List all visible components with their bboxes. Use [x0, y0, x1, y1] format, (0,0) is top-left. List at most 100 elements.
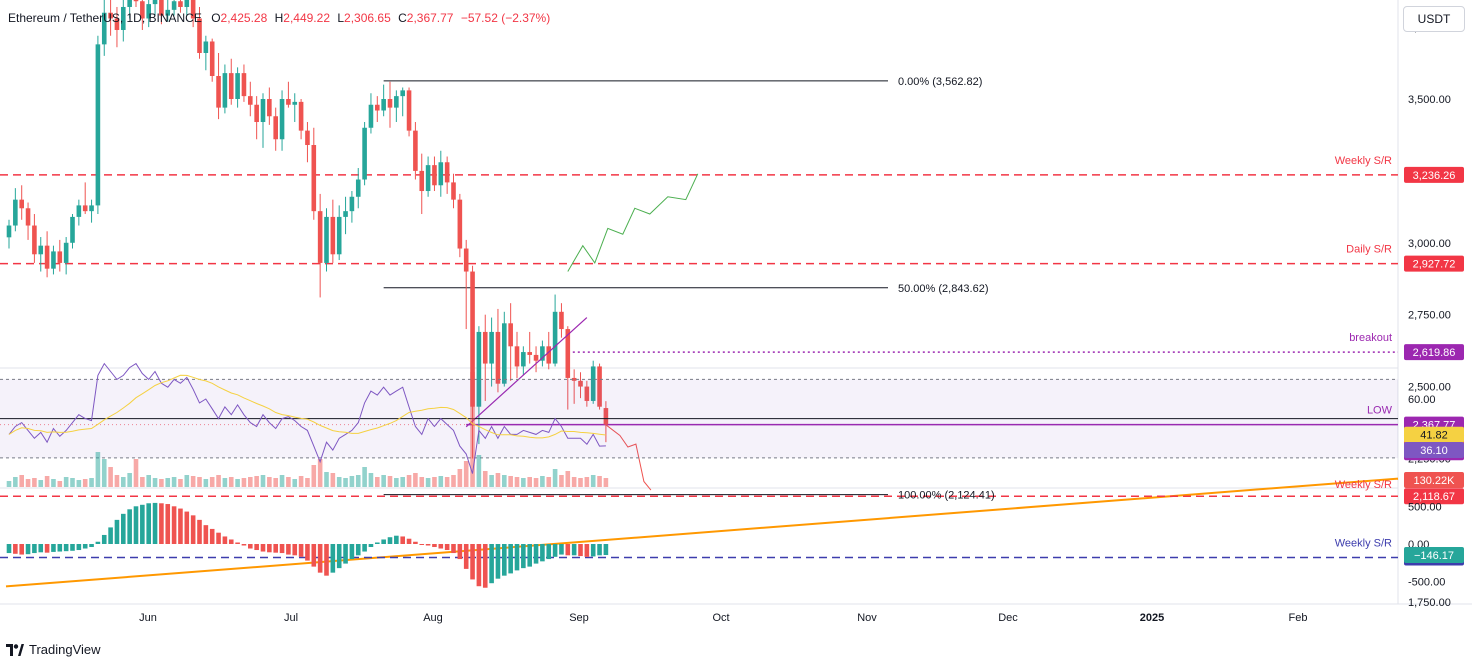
volume-bar [381, 475, 386, 487]
rsi-ma-tag-bg [1404, 426, 1464, 443]
volume-bar [597, 476, 602, 487]
candle-body [413, 130, 418, 171]
levels-layer: Weekly S/R Daily S/R breakout LOW Weekly S/R… [0, 155, 1399, 588]
volume-bar [521, 478, 526, 487]
tradingview-logo[interactable]: TradingView [6, 642, 101, 657]
volume-bar [44, 476, 50, 487]
candle-body [241, 73, 247, 97]
volume-bar [476, 455, 482, 487]
candle-body [559, 311, 564, 330]
volume-bar [336, 477, 342, 487]
ao-bar [63, 544, 69, 552]
volume-bar [222, 478, 228, 487]
volume-bar [330, 473, 336, 487]
low-label: L [337, 11, 345, 25]
candle-body [203, 41, 209, 53]
volume-tag-bg [1404, 472, 1464, 488]
candle-body [121, 6, 126, 30]
candle-body [146, 4, 151, 19]
grid-layer [0, 0, 1472, 605]
ao-bar [171, 506, 177, 544]
currency-button[interactable]: USDT [1403, 6, 1465, 32]
candle-body [70, 216, 75, 243]
volume-bar [355, 475, 361, 487]
ao-bar [70, 544, 75, 551]
candle-body [527, 352, 532, 355]
volume-bar [101, 459, 107, 487]
ao-bar [82, 544, 88, 549]
ao-bar [311, 544, 317, 567]
candle-body [343, 211, 348, 217]
volume-bar [95, 452, 101, 487]
volume-bar [76, 480, 82, 487]
ao-bar [76, 544, 82, 551]
volume-bar [451, 475, 456, 487]
candle-body [552, 311, 558, 364]
ao-bar [38, 544, 44, 553]
ao-bar [216, 532, 221, 544]
ao-bar [298, 544, 304, 557]
volume-bar [190, 476, 196, 487]
open-value: 2,425.28 [220, 11, 268, 25]
ao-bar [476, 544, 482, 587]
candle-body [108, 12, 113, 19]
candle-body [260, 99, 266, 123]
high-value: 2,449.22 [283, 11, 330, 25]
volume-bar [349, 476, 355, 487]
volume-bar [578, 478, 583, 487]
volume-bar [305, 478, 310, 487]
volume-bar [571, 477, 577, 487]
candle-body [101, 12, 107, 45]
candle-body [565, 329, 571, 378]
volume-bar [32, 478, 37, 487]
ao-bar [6, 544, 12, 554]
candle-body [63, 242, 69, 263]
projection-down-path [605, 424, 652, 491]
candle-body [32, 225, 37, 255]
open-label: O [211, 11, 221, 25]
rsi-ma-line [8, 374, 606, 439]
volume-bar [413, 473, 418, 487]
ao-bar [279, 544, 285, 554]
candle-body [578, 380, 583, 387]
wedge-trendline [465, 317, 588, 428]
candle-body [216, 75, 221, 108]
ao-bar [355, 544, 361, 556]
symbol-title: Ethereum / TetherUS, 1D, BINANCE [8, 11, 202, 25]
candle-body [51, 251, 56, 269]
volume-bar [6, 481, 12, 487]
candle-body [165, 9, 171, 16]
level-price-tag: 2,927.72 [1413, 259, 1456, 271]
candle-body [406, 90, 412, 131]
volume-bar [432, 477, 437, 487]
candle-body [235, 73, 240, 99]
ao-bar [603, 544, 609, 556]
candle-body [286, 99, 291, 105]
volume-bar [89, 478, 94, 487]
ao-bar [127, 509, 132, 544]
ao-bar [349, 544, 355, 560]
level-price-tag-bg [1404, 344, 1464, 361]
volume-bar [267, 477, 272, 487]
ao-bar [254, 544, 259, 551]
candle-body [476, 331, 482, 407]
volume-bar [216, 475, 221, 487]
ao-bar [565, 544, 571, 556]
candle-body [305, 130, 310, 146]
volume-bar [470, 372, 475, 487]
ao-bar [584, 544, 590, 557]
ao-bar [394, 535, 399, 544]
close-value: 2,367.77 [406, 11, 454, 25]
candle-body [19, 199, 24, 209]
candle-body [336, 216, 342, 255]
candle-body [228, 73, 234, 99]
time-tick-label: 2025 [1140, 612, 1164, 624]
level-label: breakout [1349, 332, 1392, 344]
candle-body [362, 127, 367, 180]
volume-bar [248, 477, 253, 487]
ao-bar [330, 544, 336, 573]
ao-bar [235, 542, 240, 544]
candle-body [387, 99, 393, 108]
ao-bar [203, 525, 209, 544]
